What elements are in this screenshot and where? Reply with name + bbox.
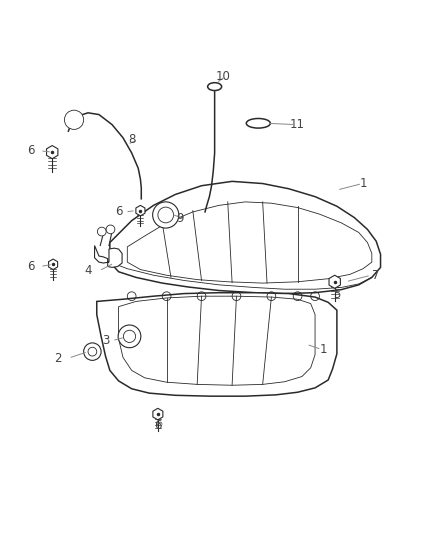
Circle shape bbox=[106, 225, 115, 234]
Text: 6: 6 bbox=[28, 144, 35, 157]
Polygon shape bbox=[136, 205, 145, 216]
Text: 9: 9 bbox=[176, 212, 184, 225]
Circle shape bbox=[97, 227, 106, 236]
Polygon shape bbox=[110, 181, 381, 294]
Text: 1: 1 bbox=[359, 177, 367, 190]
Polygon shape bbox=[329, 275, 340, 288]
Text: 10: 10 bbox=[216, 70, 231, 83]
Polygon shape bbox=[46, 146, 58, 159]
Circle shape bbox=[88, 348, 97, 356]
Circle shape bbox=[84, 343, 101, 360]
Text: 1: 1 bbox=[320, 343, 328, 356]
Polygon shape bbox=[153, 408, 163, 420]
Text: 3: 3 bbox=[102, 334, 109, 347]
Text: 6: 6 bbox=[154, 419, 162, 432]
Text: 2: 2 bbox=[54, 352, 61, 365]
Text: 7: 7 bbox=[372, 269, 380, 282]
Text: 11: 11 bbox=[290, 118, 305, 131]
Polygon shape bbox=[95, 246, 122, 268]
Text: 6: 6 bbox=[115, 205, 122, 219]
Text: 8: 8 bbox=[128, 133, 135, 147]
Circle shape bbox=[158, 207, 173, 223]
Circle shape bbox=[152, 202, 179, 228]
Text: 5: 5 bbox=[333, 288, 341, 301]
Circle shape bbox=[118, 325, 141, 348]
Polygon shape bbox=[97, 293, 337, 396]
Text: 4: 4 bbox=[84, 264, 92, 277]
Polygon shape bbox=[49, 259, 58, 270]
Ellipse shape bbox=[246, 118, 270, 128]
Text: 6: 6 bbox=[28, 260, 35, 273]
Circle shape bbox=[124, 330, 136, 343]
Ellipse shape bbox=[208, 83, 222, 91]
Circle shape bbox=[64, 110, 84, 130]
